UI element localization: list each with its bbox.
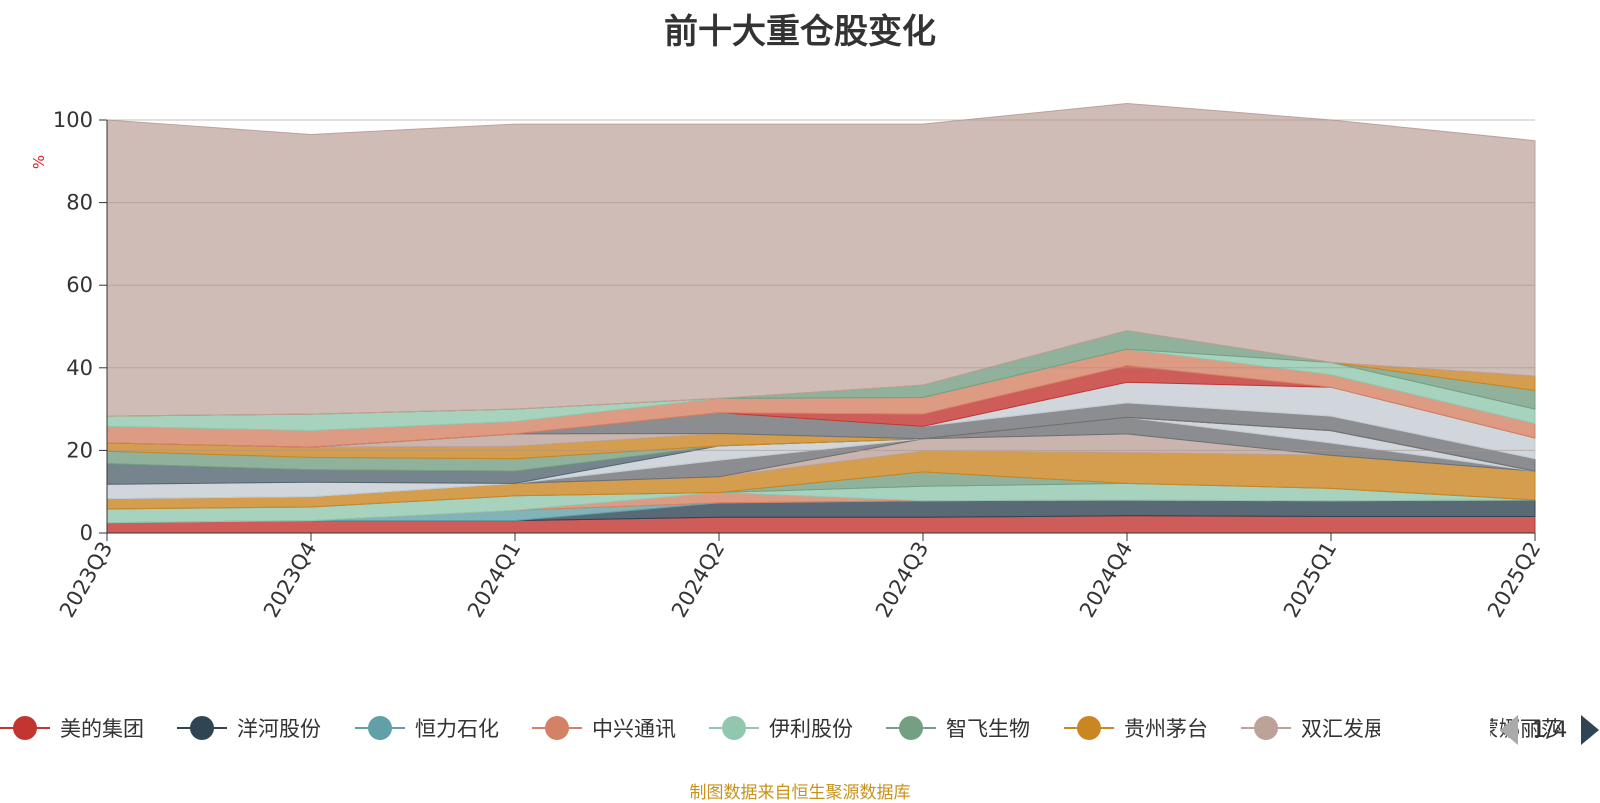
legend-label: 恒力石化 bbox=[415, 717, 499, 741]
legend-label: 双汇发展 bbox=[1301, 717, 1385, 741]
y-axis-label: % bbox=[30, 155, 48, 169]
legend-item[interactable]: 贵州茅台 bbox=[1064, 710, 1208, 746]
area-series-22 bbox=[106, 102, 1536, 417]
legend-label: 贵州茅台 bbox=[1124, 717, 1208, 741]
legend-label: 洋河股份 bbox=[237, 717, 321, 741]
x-tick-label: 2023Q3 bbox=[55, 538, 117, 622]
y-tick-label: 0 bbox=[80, 521, 93, 545]
legend-item[interactable]: 伊利股份 bbox=[709, 710, 853, 746]
legend-label: 蒙娜丽莎 bbox=[1478, 717, 1562, 741]
x-tick-label: 2025Q1 bbox=[1279, 538, 1341, 622]
x-tick-label: 2024Q1 bbox=[463, 538, 525, 622]
y-tick-label: 60 bbox=[66, 273, 93, 297]
legend-marker-icon bbox=[1241, 710, 1291, 746]
legend-pager: 1/4 bbox=[1500, 712, 1600, 748]
legend-marker-icon bbox=[0, 710, 50, 746]
y-tick-label: 100 bbox=[53, 108, 93, 132]
x-tick-label: 2024Q4 bbox=[1075, 538, 1137, 622]
legend-item[interactable]: 双汇发展 bbox=[1241, 710, 1385, 746]
x-tick-label: 2024Q2 bbox=[667, 538, 729, 622]
legend-next-page-icon[interactable] bbox=[1581, 715, 1600, 745]
chart-title: 前十大重仓股变化 bbox=[664, 12, 936, 52]
legend: 美的集团 洋河股份 恒力石化 中兴通讯 伊利股份 智飞生物 贵州茅台 双汇发展 蒙娜丽莎 bbox=[0, 710, 1600, 746]
legend-marker-icon bbox=[355, 710, 405, 746]
legend-label: 中兴通讯 bbox=[592, 717, 676, 741]
y-tick-label: 40 bbox=[66, 356, 93, 380]
legend-item[interactable]: 洋河股份 bbox=[177, 710, 321, 746]
source-note: 制图数据来自恒生聚源数据库 bbox=[689, 783, 911, 803]
x-tick-label: 2024Q3 bbox=[871, 538, 933, 622]
y-tick-label: 20 bbox=[66, 438, 93, 462]
legend-prev-page-icon[interactable] bbox=[1500, 715, 1518, 745]
legend-overflow-mask bbox=[1380, 700, 1490, 750]
legend-item[interactable]: 恒力石化 bbox=[355, 710, 499, 746]
legend-item[interactable]: 智飞生物 bbox=[886, 710, 1030, 746]
legend-marker-icon bbox=[532, 710, 582, 746]
x-tick-label: 2023Q4 bbox=[259, 538, 321, 622]
legend-item[interactable]: 中兴通讯 bbox=[532, 710, 676, 746]
area-series-group bbox=[106, 102, 1536, 534]
legend-marker-icon bbox=[1064, 710, 1114, 746]
legend-marker-icon bbox=[177, 710, 227, 746]
legend-marker-icon bbox=[709, 710, 759, 746]
x-tick-label: 2025Q2 bbox=[1483, 538, 1545, 622]
legend-label: 美的集团 bbox=[60, 717, 144, 741]
legend-page-indicator: 1/4 bbox=[1532, 717, 1568, 743]
legend-item[interactable]: 美的集团 bbox=[0, 710, 144, 746]
legend-marker-icon bbox=[886, 710, 936, 746]
gridlines bbox=[107, 119, 1535, 451]
legend-label: 伊利股份 bbox=[769, 717, 853, 741]
y-tick-label: 80 bbox=[66, 191, 93, 215]
legend-label: 智飞生物 bbox=[946, 717, 1030, 741]
